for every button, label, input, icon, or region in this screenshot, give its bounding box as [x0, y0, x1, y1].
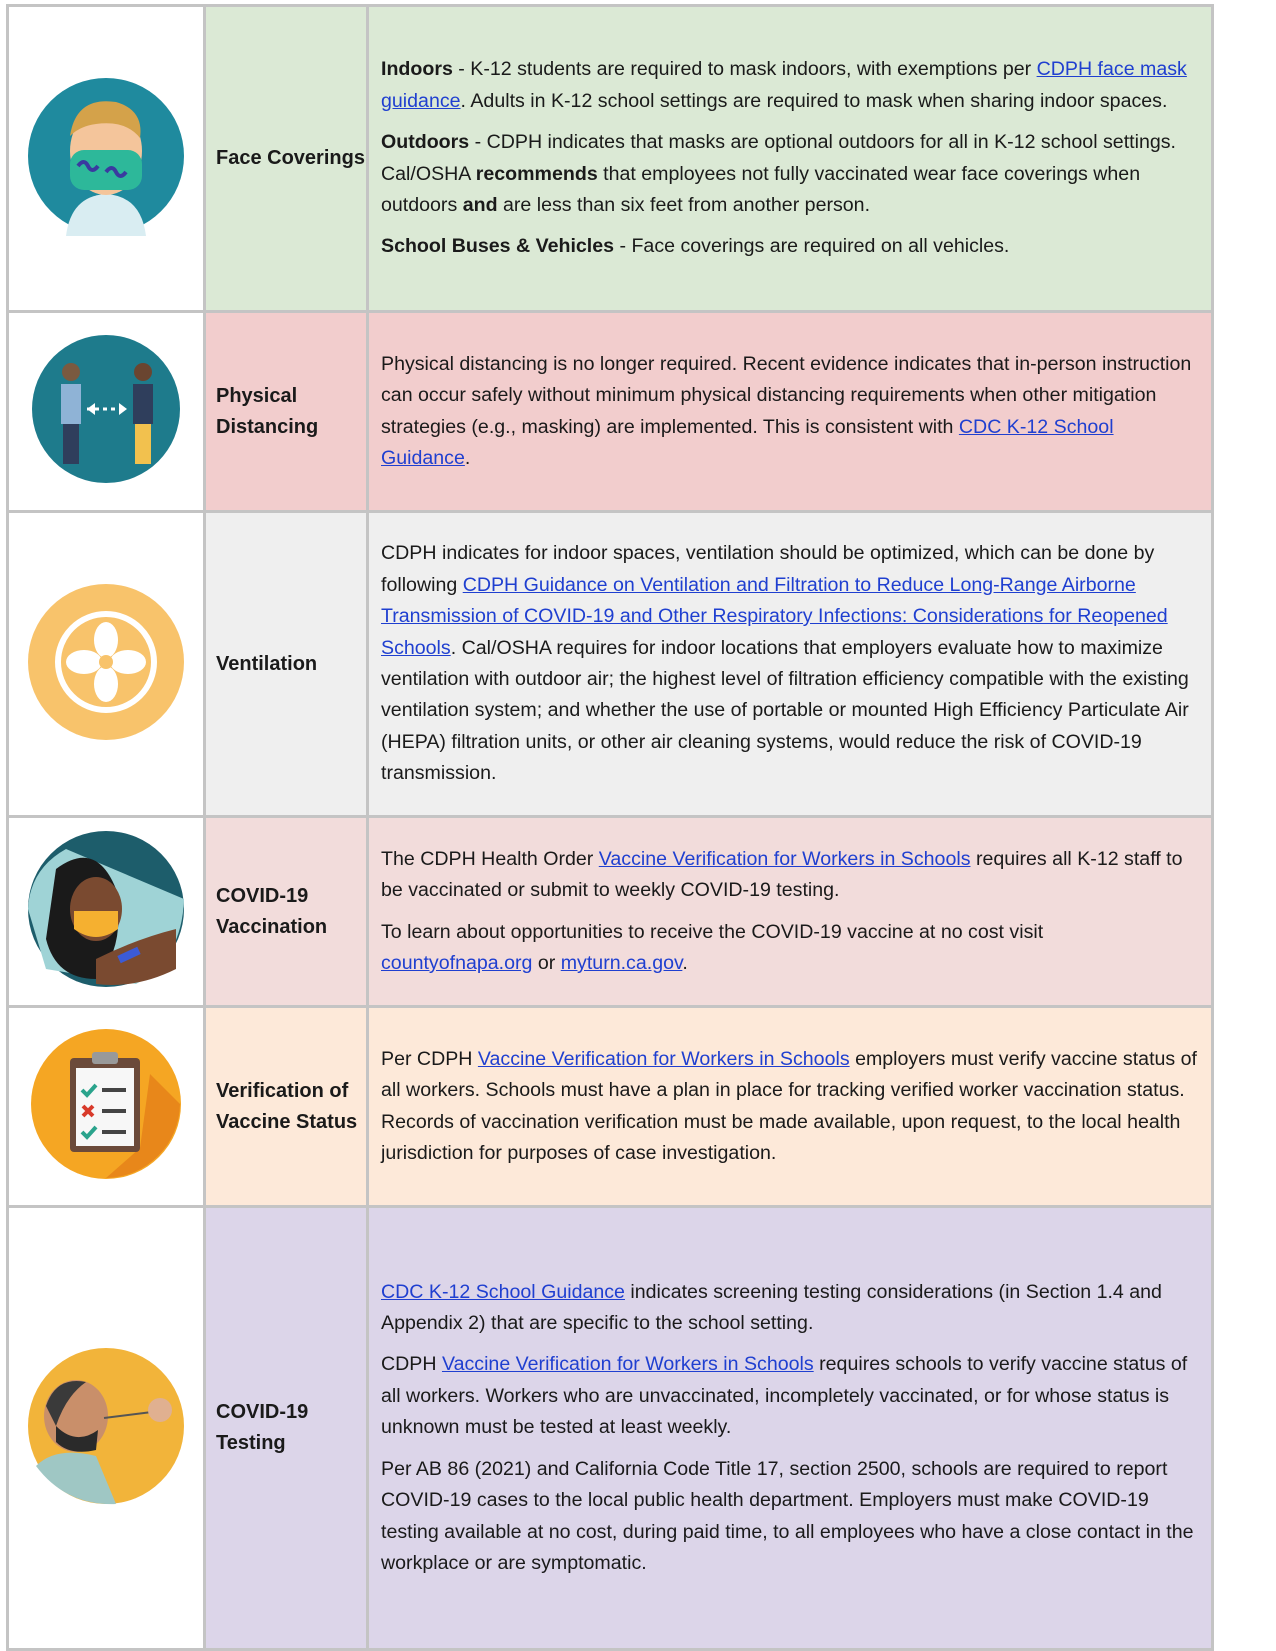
paragraph: Per AB 86 (2021) and California Code Tit… — [381, 1454, 1197, 1580]
bold-text: and — [462, 193, 498, 216]
bold-text: Outdoors — [381, 131, 470, 154]
text: - Face coverings are required on all veh… — [614, 235, 1010, 258]
table-row: Face Coverings Indoors - K-12 students ar… — [6, 4, 1214, 313]
text: are less than six feet from another pers… — [497, 193, 871, 216]
text: - CDPH indicates that masks are optional… — [381, 131, 1176, 185]
table-row: Verification of Vaccine Status Per CDPH V… — [6, 1005, 1214, 1208]
link[interactable]: countyofnapa.org — [381, 951, 533, 974]
text: requires all K-12 staff to be vaccinated… — [381, 847, 1183, 902]
paragraph: CDC K-12 School Guidance indicates scree… — [381, 1277, 1197, 1340]
row-content: Indoors - K-12 students are required to … — [366, 4, 1214, 313]
bold-text: recommends — [475, 162, 598, 185]
text: employers must verify vaccine status of … — [381, 1047, 1197, 1164]
text: or — [532, 951, 561, 974]
icon-cell — [6, 1205, 206, 1651]
icon-cell — [6, 510, 206, 818]
row-label: Ventilation — [203, 510, 369, 818]
link[interactable]: CDPH face mask guidance — [381, 58, 1187, 112]
icon-testing — [28, 1347, 184, 1504]
icon-mask — [28, 78, 184, 236]
row-content: CDC K-12 School Guidance indicates scree… — [366, 1205, 1214, 1651]
icon-ventilation — [28, 583, 184, 740]
text: that employees not fully vaccinated wear… — [381, 162, 1141, 216]
link[interactable]: CDPH Guidance on Ventilation and Filtrat… — [381, 573, 1168, 659]
guidance-table: Face Coverings Indoors - K-12 students ar… — [6, 4, 1214, 1651]
link[interactable]: myturn.ca.gov — [560, 951, 683, 974]
row-content: Physical distancing is no longer require… — [366, 310, 1214, 513]
bold-text: School Buses & Vehicles — [381, 235, 615, 258]
link[interactable]: Vaccine Verification for Workers in Scho… — [598, 847, 971, 870]
icon-cell — [6, 1005, 206, 1208]
paragraph: CDPH Vaccine Verification for Workers in… — [381, 1349, 1197, 1443]
icon-cell — [6, 815, 206, 1008]
paragraph: CDPH indicates for indoor spaces, ventil… — [381, 538, 1197, 789]
link[interactable]: CDC K-12 School Guidance — [381, 415, 1114, 469]
text: CDPH — [381, 1353, 442, 1376]
paragraph: School Buses & Vehicles - Face coverings… — [381, 231, 1197, 262]
link[interactable]: CDC K-12 School Guidance — [381, 1280, 625, 1303]
icon-distancing — [32, 335, 180, 483]
row-content: Per CDPH Vaccine Verification for Worker… — [366, 1005, 1214, 1208]
paragraph: Indoors - K-12 students are required to … — [381, 54, 1197, 117]
text: . — [682, 951, 688, 974]
paragraph: Outdoors - CDPH indicates that masks are… — [381, 127, 1197, 221]
icon-cell — [6, 310, 206, 513]
row-label: Verification of Vaccine Status — [203, 1005, 369, 1208]
text: . Cal/OSHA requires for indoor locations… — [381, 636, 1189, 785]
row-label: COVID-19 Vaccination — [203, 815, 369, 1008]
text: CDPH indicates for indoor spaces, ventil… — [381, 542, 1155, 596]
row-label: Face Coverings — [203, 4, 369, 313]
text: To learn about opportunities to receive … — [381, 920, 1044, 943]
text: requires schools to verify vaccine statu… — [381, 1353, 1188, 1439]
table-row: COVID-19 Vaccination The CDPH Health Orde… — [6, 815, 1214, 1008]
table-row: COVID-19 Testing CDC K-12 School Guidance… — [6, 1205, 1214, 1651]
row-content: CDPH indicates for indoor spaces, ventil… — [366, 510, 1214, 818]
text: - K-12 students are required to mask ind… — [452, 58, 1037, 81]
icon-vaccination — [28, 831, 184, 987]
row-label: COVID-19 Testing — [203, 1205, 369, 1651]
text: The CDPH Health Order — [381, 847, 599, 870]
paragraph: To learn about opportunities to receive … — [381, 917, 1197, 980]
icon-verification — [31, 1029, 181, 1179]
paragraph: Per CDPH Vaccine Verification for Worker… — [381, 1044, 1197, 1170]
paragraph: The CDPH Health Order Vaccine Verificati… — [381, 844, 1197, 907]
link[interactable]: Vaccine Verification for Workers in Scho… — [441, 1353, 814, 1376]
paragraph: Physical distancing is no longer require… — [381, 349, 1197, 475]
link[interactable]: Vaccine Verification for Workers in Scho… — [477, 1047, 850, 1070]
text: Per AB 86 (2021) and California Code Tit… — [381, 1457, 1194, 1574]
text: . Adults in K-12 school settings are req… — [460, 89, 1168, 112]
text: indicates screening testing consideratio… — [381, 1280, 1162, 1335]
text: . — [464, 446, 471, 469]
icon-cell — [6, 4, 206, 313]
row-label: Physical Distancing — [203, 310, 369, 513]
text: Per CDPH — [381, 1047, 478, 1070]
table-row: Physical Distancing Physical distancing i… — [6, 310, 1214, 513]
row-content: The CDPH Health Order Vaccine Verificati… — [366, 815, 1214, 1008]
text: Physical distancing is no longer require… — [381, 352, 1192, 438]
bold-text: Indoors — [381, 58, 453, 81]
table-row: Ventilation CDPH indicates for indoor spa… — [6, 510, 1214, 818]
